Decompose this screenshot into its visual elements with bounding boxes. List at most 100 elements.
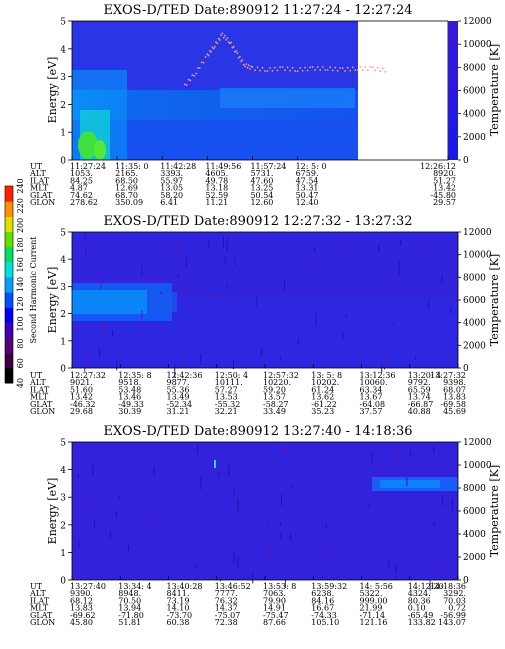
ephemeris-row-label: GLON: [30, 407, 55, 416]
colorbar-tick-label: 40: [16, 378, 25, 388]
colorbar: 40 60 80 100 120 140 160 180 200 220 240 Second Ha…: [4, 178, 38, 388]
ephemeris-value: 11.21: [205, 198, 228, 207]
ephemeris-value: 11:27:24: [70, 162, 106, 171]
temperature-tick-label: 4000: [463, 319, 486, 329]
noise-streak: [403, 500, 405, 504]
ephemeris-value: 13.74: [408, 393, 431, 402]
noise-streak: [290, 533, 292, 540]
panel-1-temperature-bar: [448, 21, 458, 160]
colorbar-cell: [5, 186, 13, 202]
temperature-point: [334, 66, 337, 69]
ephemeris-value: 57.27: [215, 385, 238, 394]
temperature-point: [206, 53, 209, 56]
panel-2-ephemeris: UTALTILATMLTGLATGLON12:27:329021.51.6013…: [29, 364, 466, 416]
ephemeris-value: 1053.: [70, 169, 93, 178]
colorbar-cell: [5, 367, 13, 384]
ephemeris-value: 50.47: [296, 191, 319, 200]
temperature-point: [225, 39, 228, 41]
noise-streak: [442, 328, 443, 335]
temperature-point: [309, 66, 311, 69]
temperature-point: [266, 70, 269, 72]
ephemeris-value: 84.16: [311, 596, 334, 605]
noise-streak: [436, 560, 438, 574]
ephemeris-value: -71.80: [118, 611, 144, 620]
ephemeris-value: 87.66: [263, 618, 286, 627]
temperature-point: [185, 84, 188, 86]
ephemeris-value: -75.07: [215, 611, 241, 620]
noise-streak: [396, 576, 398, 579]
ephemeris-value: 68.70: [115, 191, 138, 200]
temperature-point: [384, 71, 387, 73]
ephemeris-value: 12:42:36: [167, 371, 203, 380]
ephemeris-value: 59.20: [263, 385, 286, 394]
noise-streak: [83, 351, 85, 356]
ephemeris-value: 33.49: [263, 407, 286, 416]
noise-streak: [281, 493, 282, 507]
noise-streak: [261, 348, 263, 357]
noise-streak: [234, 257, 236, 266]
temperature-point: [217, 37, 220, 40]
ephemeris-value: 8920.: [433, 169, 456, 178]
colorbar-cell: [5, 307, 13, 323]
ephemeris-row-label: ALT: [29, 169, 46, 178]
ephemeris-value: 13.53: [215, 393, 238, 402]
ephemeris-row-label: ILAT: [30, 385, 50, 394]
temperature-point: [301, 69, 304, 72]
temperature-point: [244, 65, 246, 68]
noise-streak: [185, 256, 187, 267]
temperature-point: [209, 49, 211, 52]
ephemeris-value: 9398.: [443, 378, 466, 387]
temperature-point: [256, 66, 259, 69]
noise-streak: [394, 281, 396, 290]
ephemeris-value: -69.62: [70, 611, 96, 620]
ephemeris-value: -56.99: [440, 611, 466, 620]
energy-tick-label: 2: [60, 101, 66, 111]
temperature-point: [237, 56, 240, 59]
colorbar-cell: [5, 201, 13, 217]
energy-tick-label: 1: [60, 337, 66, 347]
temperature-point: [212, 47, 215, 50]
ephemeris-value: 133.82: [408, 618, 436, 627]
temperature-point: [227, 41, 230, 44]
ephemeris-value: 12:27:32: [70, 371, 106, 380]
noise-streak: [371, 452, 373, 463]
noise-streak: [423, 501, 424, 506]
temperature-point: [221, 32, 224, 35]
noise-streak: [200, 353, 202, 365]
ephemeris-value: 3393.: [160, 169, 183, 178]
temperature-point: [202, 61, 205, 64]
ephemeris-value: 51.81: [118, 618, 141, 627]
ephemeris-value: -58.27: [263, 400, 289, 409]
temperature-tick-label: 8000: [463, 63, 486, 73]
noise-streak: [142, 325, 144, 331]
ephemeris-value: 12.60: [250, 198, 273, 207]
noise-streak: [441, 274, 443, 283]
ephemeris-value: 13.49: [167, 393, 190, 402]
ephemeris-value: 10220.: [263, 378, 291, 387]
energy-tick-label: 4: [60, 466, 66, 476]
ephemeris-value: 74.62: [70, 191, 93, 200]
temperature-tick-label: 6000: [463, 87, 486, 97]
temperature-tick-label: 2000: [463, 341, 486, 351]
temperature-point: [271, 69, 274, 72]
ephemeris-value: 12:26:12: [420, 162, 456, 171]
noise-streak: [221, 292, 223, 300]
panel-3-data-area: [72, 442, 458, 580]
ephemeris-value: 40.88: [408, 407, 431, 416]
noise-streak: [85, 253, 87, 257]
ephemeris-value: 11:57:24: [250, 162, 286, 171]
colorbar-tick-label: 140: [16, 277, 25, 292]
ephemeris-row-label: ALT: [29, 378, 46, 387]
noise-streak: [296, 515, 298, 524]
energy-tick-label: 0: [60, 577, 66, 587]
noise-streak: [265, 504, 267, 508]
ephemeris-value: 13:53: 8: [263, 582, 296, 591]
noise-streak: [207, 294, 209, 300]
ephemeris-value: -46.32: [70, 400, 96, 409]
panel-3-y-ticks: 0 1 2 3 4 5: [60, 439, 72, 587]
noise-streak: [322, 574, 324, 579]
noise-streak: [153, 515, 155, 526]
ephemeris-value: 61.24: [311, 385, 334, 394]
ephemeris-value: 49.78: [205, 176, 228, 185]
